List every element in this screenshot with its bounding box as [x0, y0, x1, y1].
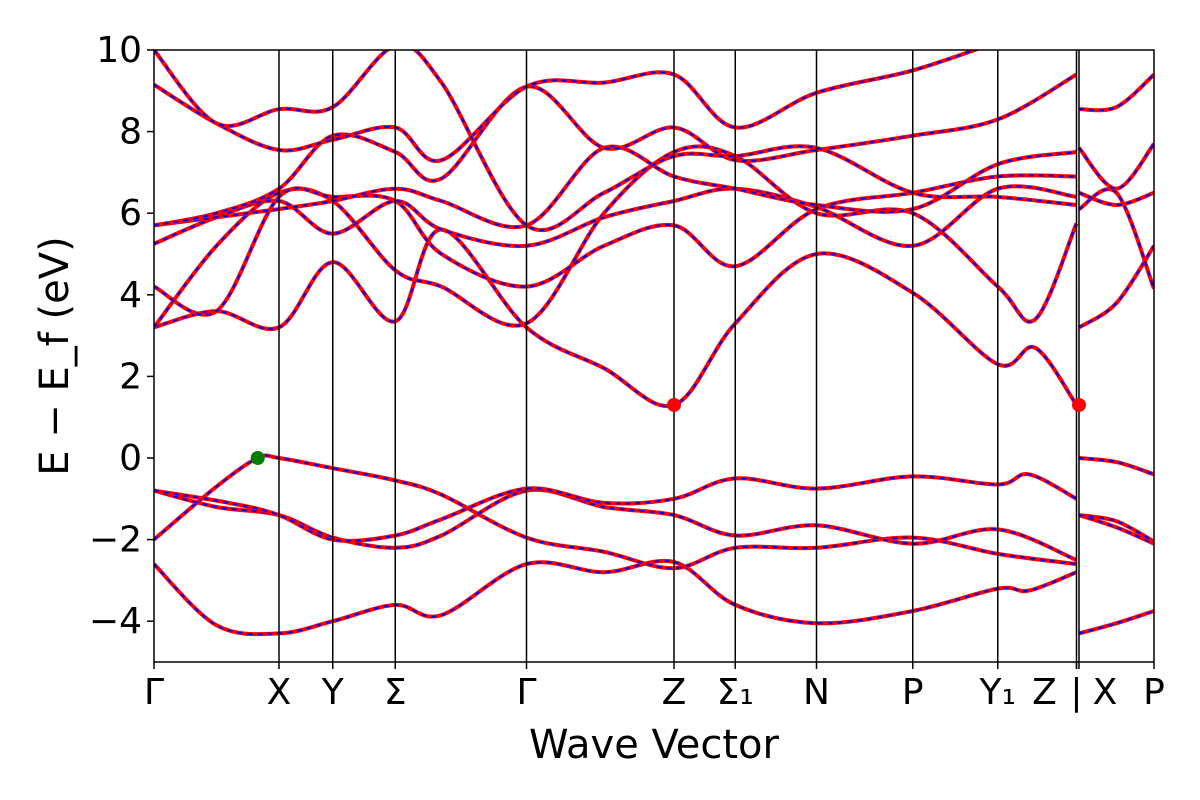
- kpoint-label-12: X: [1093, 672, 1118, 713]
- extrema-markers: [250, 397, 1086, 465]
- kpoint-label-4: Γ: [516, 672, 536, 713]
- band-line-dft-9: [154, 73, 1077, 227]
- band-line-dft-17: [1078, 188, 1154, 290]
- kpoint-label-0: Γ: [144, 672, 164, 713]
- y-tick-label-1: −2: [89, 520, 142, 561]
- band-line-dft-19: [1078, 143, 1154, 190]
- kpoint-label-11: |: [1070, 672, 1082, 713]
- y-tick-label-3: 2: [119, 356, 142, 397]
- x-axis-label: Wave Vector: [529, 722, 780, 768]
- band-line-dft-18: [1078, 191, 1154, 207]
- kpoint-labels: Γ X Y Σ Γ Z Σ₁ N P Y₁ Z | X P: [144, 662, 1165, 713]
- band-line-dft-11: [154, 50, 1077, 232]
- band-line-dft-13: [1078, 514, 1154, 545]
- vbm-marker-0: [250, 451, 265, 465]
- y-tick-label-4: 4: [119, 275, 142, 316]
- cbm-marker-2: [1072, 397, 1086, 412]
- kpoint-label-1: X: [267, 672, 292, 713]
- kpoint-label-9: Y₁: [979, 672, 1016, 713]
- band-line-wannier-12: [1078, 609, 1154, 636]
- band-line-wannier-4: [154, 227, 1079, 409]
- y-axis-label: E − E_f (eV): [32, 236, 78, 475]
- y-tick-label-7: 10: [96, 30, 142, 71]
- band-line-dft-2: [154, 488, 1077, 561]
- cbm-marker-1: [667, 397, 681, 412]
- band-line-dft-1: [154, 454, 1077, 570]
- kpoint-label-5: Z: [662, 672, 687, 713]
- band-line-wannier-1: [154, 453, 1077, 571]
- band-line-wannier-15: [1078, 456, 1154, 477]
- kpoint-lines: [278, 50, 1080, 662]
- band-line-wannier-0: [154, 558, 1078, 637]
- y-tick-label-0: −4: [89, 601, 142, 642]
- band-line-dft-0: [154, 559, 1077, 636]
- kpoint-label-3: Σ: [384, 672, 407, 713]
- kpoint-label-6: Σ₁: [717, 672, 754, 713]
- y-ticks: −4 −2 0 2 4 6 8 10: [89, 30, 154, 642]
- kpoint-label-13: P: [1143, 672, 1165, 713]
- band-line-dft-16: [1078, 245, 1154, 329]
- kpoint-label-7: N: [803, 672, 830, 713]
- band-line-wannier-20: [1078, 72, 1154, 113]
- y-tick-label-2: 0: [119, 438, 142, 479]
- band-line-dft-14: [1078, 514, 1154, 543]
- kpoint-label-2: Y: [321, 672, 345, 713]
- band-line-dft-4: [154, 228, 1078, 408]
- plot-frame: [153, 49, 1155, 663]
- kpoint-label-8: P: [902, 672, 924, 713]
- band-line-wannier-19: [1077, 142, 1154, 191]
- y-tick-label-5: 6: [119, 193, 142, 234]
- kpoint-label-10: Z: [1032, 672, 1057, 713]
- y-tick-label-6: 8: [119, 112, 142, 153]
- band-line-dft-8: [154, 145, 1077, 229]
- band-line-wannier-2: [154, 487, 1078, 562]
- band-line-dft-3: [154, 473, 1077, 542]
- bands-layer: [154, 50, 1154, 637]
